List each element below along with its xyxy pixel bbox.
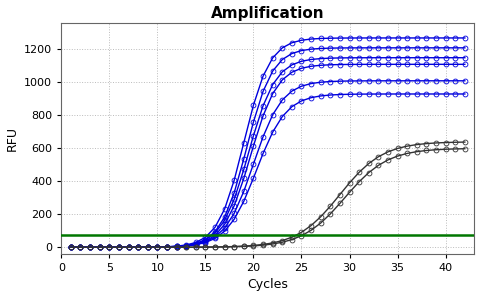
X-axis label: Cycles: Cycles bbox=[247, 279, 288, 291]
Title: Amplification: Amplification bbox=[211, 6, 324, 20]
Y-axis label: RFU: RFU bbox=[6, 126, 19, 151]
